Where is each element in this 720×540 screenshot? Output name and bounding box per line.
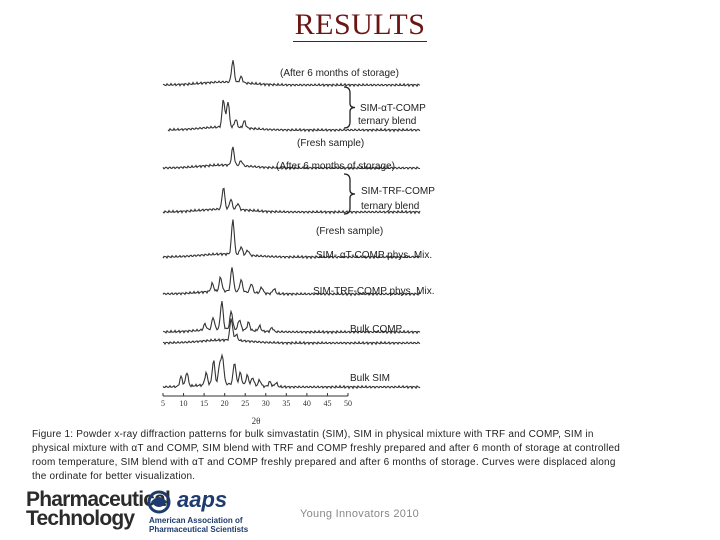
annotation-at-after: (After 6 months of storage)	[280, 68, 399, 79]
annotation-trf-group: SIM-TRF-COMP	[361, 186, 435, 197]
annotation-trf-fresh: (Fresh sample)	[316, 226, 384, 237]
series-label-trf-phys-mix: SIM-TRF-COMP phys. Mix.	[313, 286, 435, 297]
xrd-pattern-8	[162, 353, 421, 390]
figure-caption: Figure 1: Powder x-ray diffraction patte…	[32, 429, 621, 482]
xrd-pattern-7	[162, 318, 421, 346]
logo-pharm-line1: Pharmaceutical	[26, 488, 171, 511]
x-tick-label: 40	[303, 399, 311, 408]
x-tick-label: 10	[180, 399, 188, 408]
xrd-pattern-2	[162, 146, 421, 171]
series-label-at-phys-mix: SIM- αT-COMP phys. Mix.	[316, 250, 433, 261]
footer-text: Young Innovators 2010	[300, 508, 420, 520]
x-tick-label: 50	[344, 399, 352, 408]
annotation-trf-group2: ternary blend	[361, 201, 420, 212]
slide-title: RESULTS	[292, 8, 428, 42]
x-tick-label: 35	[282, 399, 290, 408]
x-tick-label: 30	[262, 399, 270, 408]
series-label-bulk-comp: Bulk COMP	[350, 324, 403, 335]
aaps-logo: aaps American Association of Pharmaceuti…	[145, 487, 248, 534]
annotation-at-group2: ternary blend	[358, 116, 417, 127]
annotation-at-group: SIM-αT-COMP	[360, 103, 426, 114]
xrd-pattern-3	[162, 187, 421, 215]
x-tick-label: 45	[323, 399, 331, 408]
annotation-trf-after: (After 6 months of storage)	[276, 161, 395, 172]
x-tick-label: 15	[200, 399, 208, 408]
logo-pharm-line2: Technology	[26, 507, 135, 530]
aaps-subtitle: American Association of Pharmaceutical S…	[149, 516, 249, 534]
x-tick-label: 25	[241, 399, 249, 408]
annotation-at-fresh: (Fresh sample)	[297, 138, 365, 149]
aaps-swirl-icon	[147, 490, 171, 514]
x-tick-label: 5	[161, 399, 165, 408]
xrd-pattern-5	[162, 267, 421, 297]
x-axis-label: 2θ	[252, 416, 261, 426]
series-label-bulk-sim: Bulk SIM	[350, 373, 391, 384]
x-tick-label: 20	[221, 399, 229, 408]
xrd-chart: 5 10 15 20 25 30 35 40 45 50 2θ	[161, 60, 421, 426]
xrd-pattern-1	[167, 99, 421, 133]
xrd-pattern-4	[162, 219, 421, 260]
brace-alpha-t	[343, 86, 356, 129]
xrd-pattern-6	[162, 301, 421, 335]
aaps-wordmark: aaps	[177, 487, 228, 512]
pharmaceutical-technology-logo: Pharmaceutical Technology	[26, 488, 171, 530]
brace-trf	[343, 173, 356, 215]
xrd-pattern-0	[162, 60, 421, 88]
